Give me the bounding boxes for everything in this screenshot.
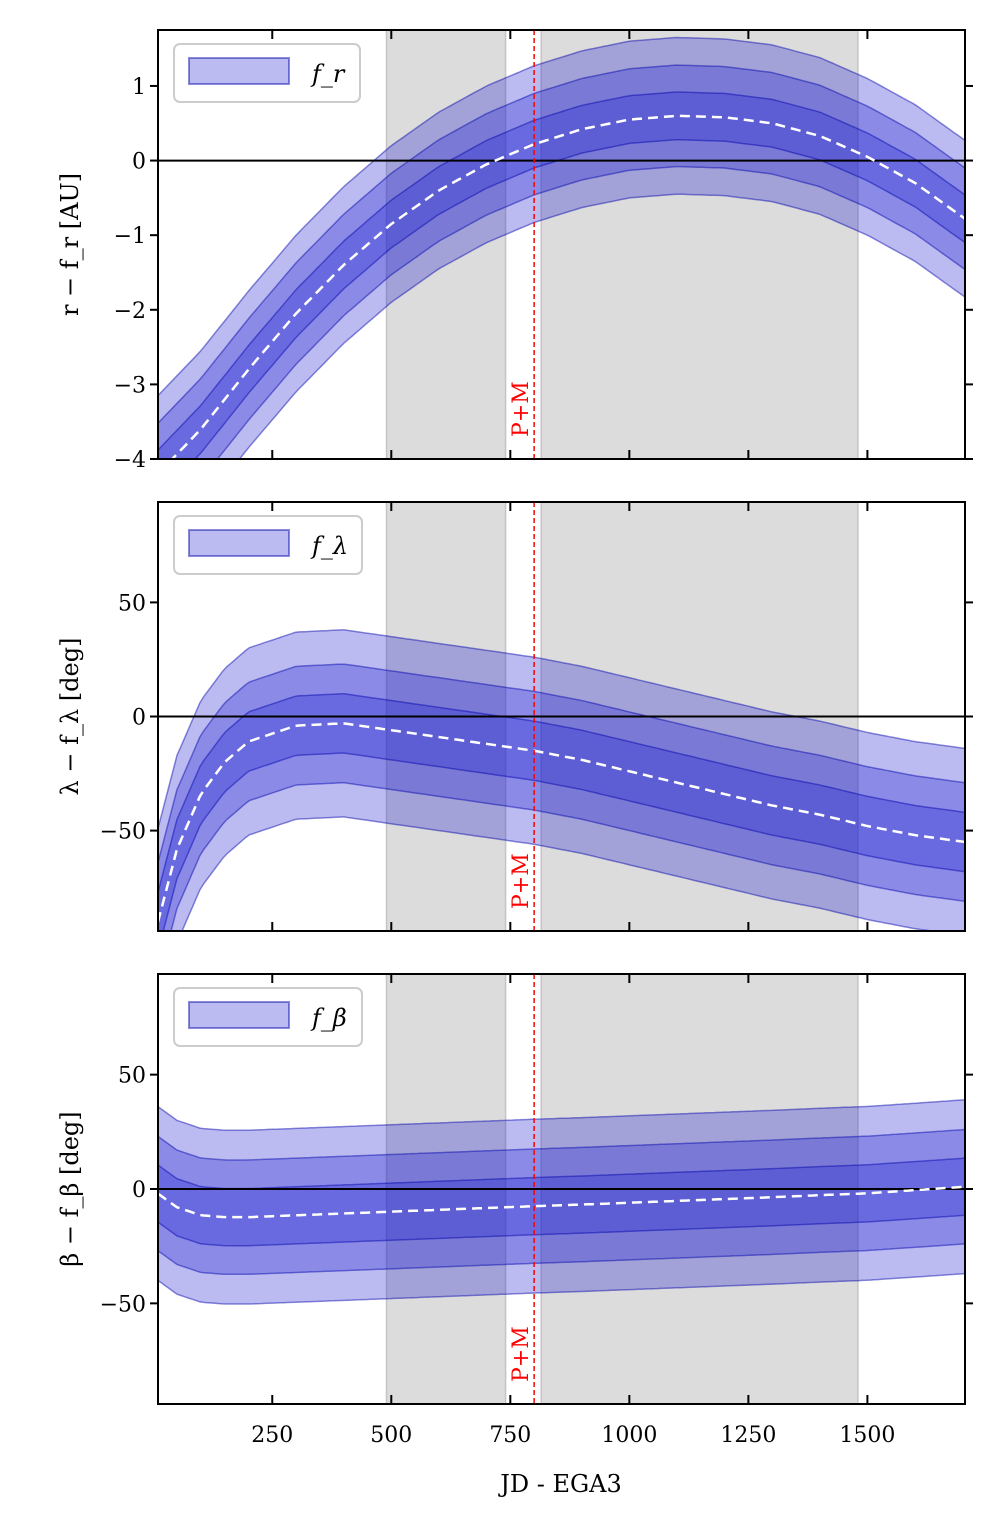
legend-label-f-beta: f_β xyxy=(310,1004,347,1032)
y-tick-label: 50 xyxy=(118,591,146,616)
x-tick-label: 500 xyxy=(370,1423,412,1448)
event-label-p-m: P+M xyxy=(509,853,534,909)
event-label-p-m: P+M xyxy=(509,1326,534,1382)
panel-r: P+M 1 0 −1 −2 −3 −4 r − f_r [AU] f_r xyxy=(56,29,973,473)
legend: f_β xyxy=(173,987,363,1047)
median-line xyxy=(158,722,965,923)
y-tick-label: −3 xyxy=(114,373,146,398)
x-tick-labels: 250 500 750 1000 1250 1500 xyxy=(251,1423,895,1448)
x-axis-label: JD - EGA3 xyxy=(497,1470,622,1498)
y-tick-label: 0 xyxy=(132,706,146,731)
event-label-p-m: P+M xyxy=(509,381,534,437)
legend-label-f-r: f_r xyxy=(310,60,346,88)
shaded-region xyxy=(540,29,859,460)
axes-frame xyxy=(157,29,966,460)
legend: f_λ xyxy=(173,515,363,575)
x-tick-label: 1000 xyxy=(601,1423,657,1448)
x-tick-label: 1250 xyxy=(720,1423,776,1448)
uncertainty-bands xyxy=(158,1099,965,1305)
y-axis-label-r: r − f_r [AU] xyxy=(56,173,84,316)
shaded-regions xyxy=(385,29,859,460)
lines xyxy=(158,502,965,931)
y-tick-label: 50 xyxy=(118,1064,146,1089)
ticks: 50 0 −50 xyxy=(100,502,973,931)
ticks: 50 0 −50 xyxy=(100,974,973,1404)
lines xyxy=(158,974,965,1404)
panel-beta: P+M 50 0 −50 β − f_β [deg] f_β xyxy=(56,973,973,1405)
uncertainty-band-1sigma xyxy=(158,1157,965,1247)
legend: f_r xyxy=(173,43,361,103)
uncertainty-band-1sigma xyxy=(158,91,965,459)
legend-label-f-lambda: f_λ xyxy=(310,532,348,560)
panel-lambda: P+M 50 0 −50 λ − f_λ [deg] f_λ xyxy=(56,501,973,932)
uncertainty-band-3sigma xyxy=(158,629,965,931)
median-line xyxy=(158,1185,965,1219)
y-tick-label: −1 xyxy=(114,224,146,249)
legend-swatch xyxy=(188,529,290,557)
x-tick-label: 750 xyxy=(489,1423,531,1448)
uncertainty-band-1sigma xyxy=(158,693,965,931)
y-tick-label: 0 xyxy=(132,150,146,175)
x-tick-label: 250 xyxy=(251,1423,293,1448)
uncertainty-band-2sigma xyxy=(158,1128,965,1276)
uncertainty-band-2sigma xyxy=(158,64,965,459)
uncertainty-band-3sigma xyxy=(158,36,965,459)
y-tick-label: −50 xyxy=(100,1292,146,1317)
median-line xyxy=(170,114,965,459)
uncertainty-band-3sigma xyxy=(158,1099,965,1305)
y-tick-label: 0 xyxy=(132,1178,146,1203)
ticks: 1 0 −1 −2 −3 −4 xyxy=(114,30,973,473)
uncertainty-bands xyxy=(158,36,965,459)
legend-swatch xyxy=(188,1001,290,1029)
y-tick-label: −4 xyxy=(114,448,146,473)
x-tick-label: 1500 xyxy=(839,1423,895,1448)
y-tick-label: 1 xyxy=(132,75,146,100)
y-tick-label: −2 xyxy=(114,299,146,324)
y-axis-label-beta: β − f_β [deg] xyxy=(56,1111,84,1266)
uncertainty-bands xyxy=(158,629,965,931)
lines xyxy=(158,30,965,459)
uncertainty-band-2sigma xyxy=(158,663,965,931)
shaded-region xyxy=(385,29,507,460)
y-tick-label: −50 xyxy=(100,820,146,845)
legend-swatch xyxy=(188,57,290,85)
y-axis-label-lambda: λ − f_λ [deg] xyxy=(56,638,84,796)
